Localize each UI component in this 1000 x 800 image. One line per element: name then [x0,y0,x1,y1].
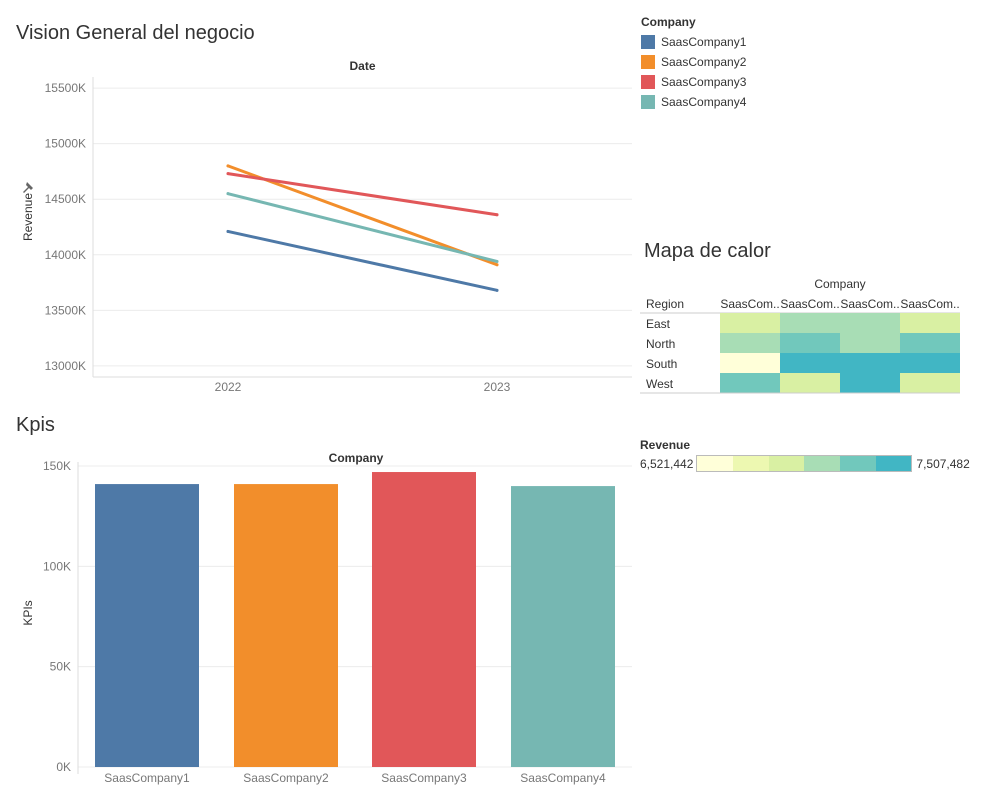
series-line [226,229,499,292]
y-tick-label: 15500K [45,81,86,95]
x-tick-label: SaasCompany2 [243,771,329,785]
x-tick-label: SaasCompany4 [520,771,606,785]
heatmap-cell [840,353,900,373]
heatmap-cell [720,333,780,353]
legend-label: SaasCompany4 [661,95,747,109]
legend-item[interactable]: SaasCompany3 [641,72,746,92]
data-point [226,192,230,196]
data-point [495,259,499,263]
y-axis-label: KPIs [21,600,35,625]
legend-item[interactable]: SaasCompany1 [641,32,746,52]
overview-title: Vision General del negocio [16,22,255,44]
heatmap-cell [840,373,900,393]
heatmap-cell [780,333,840,353]
legend-item[interactable]: SaasCompany4 [641,92,746,112]
ramp-step [804,456,841,471]
revenue-min-label: 6,521,442 [640,456,694,471]
legend-label: SaasCompany3 [661,75,747,89]
data-point [495,213,499,217]
chart-header: Company [329,451,384,465]
data-point [495,263,499,267]
series-line [226,192,499,263]
heatmap-cell [840,313,900,333]
ramp-step [768,456,805,471]
heatmap-title: Mapa de calor [644,240,771,262]
bar-chart: 0K 50K 100K 150K Company KPIs SaasCompany1 Saas… [21,451,632,785]
x-tick-label: 2023 [484,380,511,394]
row-label: South [646,357,677,371]
kpis-title: Kpis [16,414,55,436]
series-line [226,164,499,267]
x-tick-label: SaasCompany1 [104,771,190,785]
ramp-step [697,456,734,471]
x-tick-label: SaasCompany3 [381,771,467,785]
y-tick-label: 14000K [45,248,86,262]
heatmap-cell [900,313,960,333]
row-header: Region [646,297,684,311]
bar [372,472,476,767]
legend-swatch [641,55,655,69]
revenue-legend-title: Revenue [640,438,691,452]
column-label: SaasCom.. [840,297,899,311]
y-tick-label: 13000K [45,359,86,373]
y-tick-label: 50K [50,660,71,674]
column-label: SaasCom.. [900,297,959,311]
legend-swatch [641,75,655,89]
series-line [226,172,499,217]
row-label: East [646,317,671,331]
x-tick-label: 2022 [215,380,242,394]
y-tick-label: 150K [43,459,71,473]
heatmap-cell [720,313,780,333]
data-point [226,229,230,233]
heatmap-cell [840,333,900,353]
y-axis-label: Revenue [21,193,35,241]
revenue-color-ramp [696,455,913,472]
heatmap-cell [780,373,840,393]
y-tick-label: 14500K [45,192,86,206]
heatmap-cell [900,373,960,393]
data-point [495,288,499,292]
column-label: SaasCom.. [720,297,779,311]
y-tick-label: 0K [56,760,71,774]
y-tick-label: 100K [43,559,71,573]
legend-item[interactable]: SaasCompany2 [641,52,746,72]
bar [95,484,199,767]
bar [234,484,338,767]
row-label: West [646,377,674,391]
data-point [226,164,230,168]
company-legend: Company SaasCompany1 SaasCompany2 SaasCo… [641,15,746,112]
bar [511,486,615,767]
ramp-step [875,456,912,471]
legend-swatch [641,95,655,109]
column-label: SaasCom.. [780,297,839,311]
legend-swatch [641,35,655,49]
legend-label: SaasCompany1 [661,35,747,49]
heatmap-cell [900,353,960,373]
heatmap-cell [780,313,840,333]
legend-label: SaasCompany2 [661,55,747,69]
pin-icon [23,182,33,193]
revenue-max-label: 7,507,482 [916,456,970,471]
revenue-legend: Revenue 6,521,442 7,507,482 [640,438,970,472]
ramp-step [733,456,769,471]
heatmap-cell [720,373,780,393]
heatmap-cell [780,353,840,373]
line-chart: 13000K 13500K 14000K 14500K 15000K 15500K Date… [21,59,632,394]
legend-title: Company [641,15,696,29]
data-point [226,172,230,176]
chart-header: Date [349,59,375,73]
y-tick-label: 13500K [45,303,86,317]
row-label: North [646,337,675,351]
y-tick-label: 15000K [45,137,86,151]
heatmap-cell [720,353,780,373]
ramp-step [840,456,876,471]
heatmap-header: Company [814,277,865,291]
heatmap-cell [900,333,960,353]
